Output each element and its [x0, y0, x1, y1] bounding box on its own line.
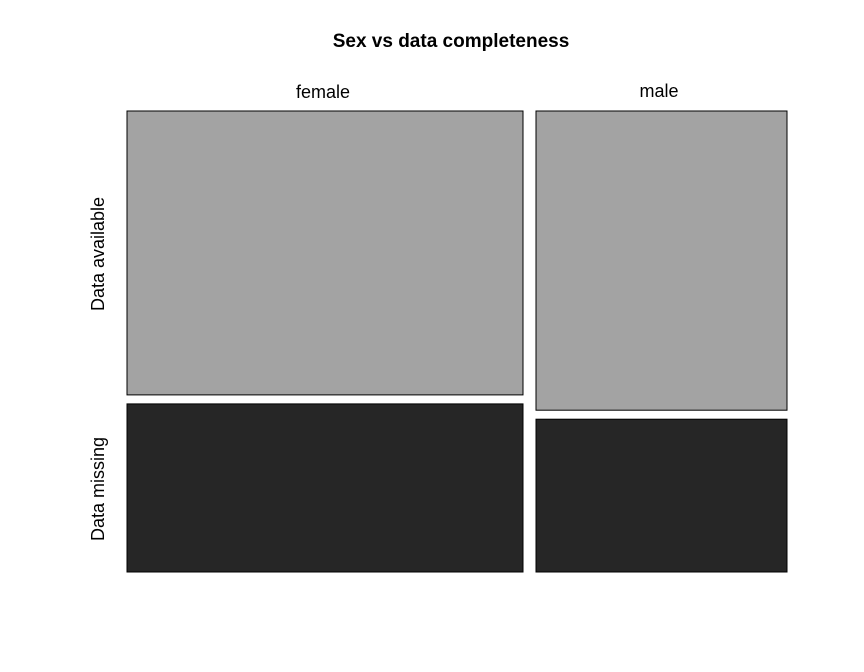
chart-title: Sex vs data completeness	[333, 31, 570, 52]
row-label-data-missing: Data missing	[88, 437, 108, 541]
tile-female-data-missing	[126, 403, 524, 573]
column-label-male: male	[639, 81, 678, 101]
mosaic-tiles	[126, 110, 788, 573]
row-label-data-available: Data available	[88, 197, 108, 311]
tile-male-data-available	[535, 110, 788, 411]
column-label-female: female	[296, 82, 350, 102]
tile-female-data-available	[126, 110, 524, 396]
tile-male-data-missing	[535, 418, 788, 573]
